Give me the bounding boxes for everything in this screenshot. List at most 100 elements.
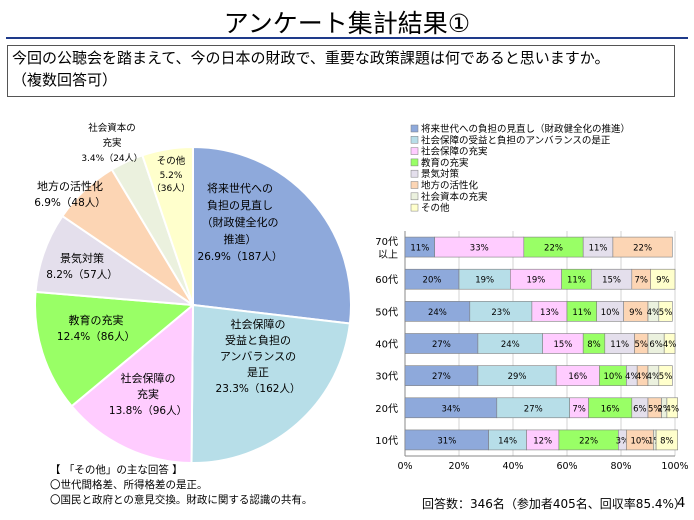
page-number: 4 xyxy=(677,496,686,511)
note-line: 〇世代間格差、所得格差の是正。 xyxy=(50,479,208,491)
bar-data-label: 4% xyxy=(666,404,680,414)
bar-data-label: 11% xyxy=(589,244,608,254)
bar-data-label: 4% xyxy=(663,340,677,350)
legend-swatch xyxy=(410,158,419,167)
bar-data-label: 11% xyxy=(410,244,429,254)
x-tick-label: 60% xyxy=(556,461,577,472)
bar-segment xyxy=(658,365,673,386)
bar-data-label: 15% xyxy=(602,276,621,286)
bar-data-label: 15% xyxy=(553,340,572,350)
bar-data-label: 8% xyxy=(587,340,601,350)
bar-data-label: 16% xyxy=(568,372,587,382)
pie-slice-value: 26.9%（187人） xyxy=(198,251,283,263)
bar-segment xyxy=(612,236,673,258)
bar-data-label: 5% xyxy=(659,308,673,318)
bar-data-label: 12% xyxy=(533,436,552,446)
bar-segment xyxy=(650,268,676,290)
pie-slice xyxy=(141,145,194,306)
other-answers-note: 【 「その他」の主な回答 】 〇世代間格差、所得格差の是正。 〇国民と政府との意… xyxy=(50,463,312,508)
bar-data-label: 11% xyxy=(567,276,586,286)
bar-data-label: 29% xyxy=(508,372,527,382)
x-tick-label: 20% xyxy=(448,461,469,472)
bar-data-label: 9% xyxy=(629,308,643,318)
pie-slice-value: 3.4%（24人） xyxy=(81,153,142,164)
bar-data-label: 16% xyxy=(601,404,620,414)
bar-data-label: 7% xyxy=(572,404,586,414)
bar-data-label: 4% xyxy=(647,372,661,382)
bar-data-label: 10% xyxy=(630,436,649,446)
bar-data-label: 13% xyxy=(540,308,559,318)
bar-data-label: 24% xyxy=(428,308,447,318)
bar-data-label: 27% xyxy=(524,404,543,414)
bar-data-label: 14% xyxy=(498,436,517,446)
pie-slice-label: 負担の見直し xyxy=(207,198,273,212)
bar-data-label: 22% xyxy=(633,244,652,254)
page-title: アンケート集計結果① xyxy=(223,9,471,38)
question-note: （複数回答可） xyxy=(12,71,118,89)
pie-slice-label: 将来世代への xyxy=(207,182,273,195)
bar-data-label: 19% xyxy=(475,276,494,286)
y-category-label: 20代 xyxy=(375,403,398,415)
bar-data-label: 11% xyxy=(610,340,629,350)
y-category-label: 30代 xyxy=(375,371,398,383)
bar-data-label: 34% xyxy=(441,404,460,414)
bar-data-label: 5% xyxy=(648,404,662,414)
bar-data-label: 2% xyxy=(657,404,671,414)
bar-data-label: 19% xyxy=(526,276,545,286)
pie-slice-label: 充実 xyxy=(137,387,159,401)
pie-slice-value: 6.9%（48人） xyxy=(34,197,106,209)
pie-slice-value: 23.3%（162人） xyxy=(216,383,301,395)
bar-data-label: 7% xyxy=(635,276,649,286)
bar-segment xyxy=(658,301,673,322)
pie-slice-value: 8.2%（57人） xyxy=(46,269,118,281)
pie-slice-value: 13.8%（96人） xyxy=(109,405,187,417)
y-category-label: 10代 xyxy=(375,435,398,447)
legend-label: 教育の充実 xyxy=(421,157,469,169)
bar-data-label: 4% xyxy=(647,308,661,318)
legend-label: 社会資本の充実 xyxy=(421,191,488,203)
bar-data-label: 4% xyxy=(636,372,650,382)
bar-data-label: 10% xyxy=(601,308,620,318)
legend-label: 地方の活性化 xyxy=(421,180,479,192)
pie-slice-label: 推進） xyxy=(224,232,257,246)
note-header: 【 「その他」の主な回答 】 xyxy=(50,464,183,476)
bar-data-label: 20% xyxy=(423,276,442,286)
pie-slice-label: 教育の充実 xyxy=(69,313,124,327)
bar-data-label: 6% xyxy=(649,340,663,350)
pie-slice xyxy=(190,303,352,464)
bar-data-label: 24% xyxy=(501,340,520,350)
pie-slice xyxy=(70,302,195,464)
legend-label: 社会保障の充実 xyxy=(421,146,488,158)
legend-swatch xyxy=(410,181,419,189)
pie-slice xyxy=(34,290,196,408)
x-tick-label: 100% xyxy=(661,461,688,472)
bar-data-label: 27% xyxy=(432,372,451,382)
legend-label: 社会保障の受益と負担のアンバランスの是正 xyxy=(421,134,611,146)
bar-data-label: 22% xyxy=(544,244,563,254)
pie-slice-label: （財政健全化の xyxy=(202,215,279,229)
legend-swatch xyxy=(410,169,419,178)
bar-data-label: 23% xyxy=(491,308,510,318)
bar-data-label: 22% xyxy=(579,436,598,446)
legend-swatch xyxy=(410,203,419,212)
pie-slice-label: 社会保障の xyxy=(231,317,286,331)
x-tick-label: 0% xyxy=(397,461,412,472)
question-text: 今回の公聴会を踏まえて、今の日本の財政で、重要な政策課題は何であると思いますか。 xyxy=(12,49,610,67)
pie-slice-value: （36人） xyxy=(152,183,190,194)
pie-slice-label: 社会資本の xyxy=(88,122,136,134)
legend-swatch xyxy=(410,192,419,201)
legend-swatch xyxy=(410,147,419,155)
pie-slice-label: アンバランスの xyxy=(220,350,296,363)
legend-label: 将来世代への負担の見直し（財政健全化の推進） xyxy=(421,123,630,135)
pie-slice-value: 5.2% xyxy=(160,171,183,181)
legend-label: 景気対策 xyxy=(421,168,460,180)
x-tick-label: 80% xyxy=(610,461,631,472)
y-category-label: 50代 xyxy=(375,306,398,318)
bar-segment xyxy=(655,429,678,451)
pie-slice-label: その他 xyxy=(157,155,186,167)
pie-slice-label: 地方の活性化 xyxy=(37,179,103,193)
pie-slice xyxy=(192,145,352,325)
legend-label: その他 xyxy=(421,202,450,214)
bar-segment xyxy=(663,333,676,354)
